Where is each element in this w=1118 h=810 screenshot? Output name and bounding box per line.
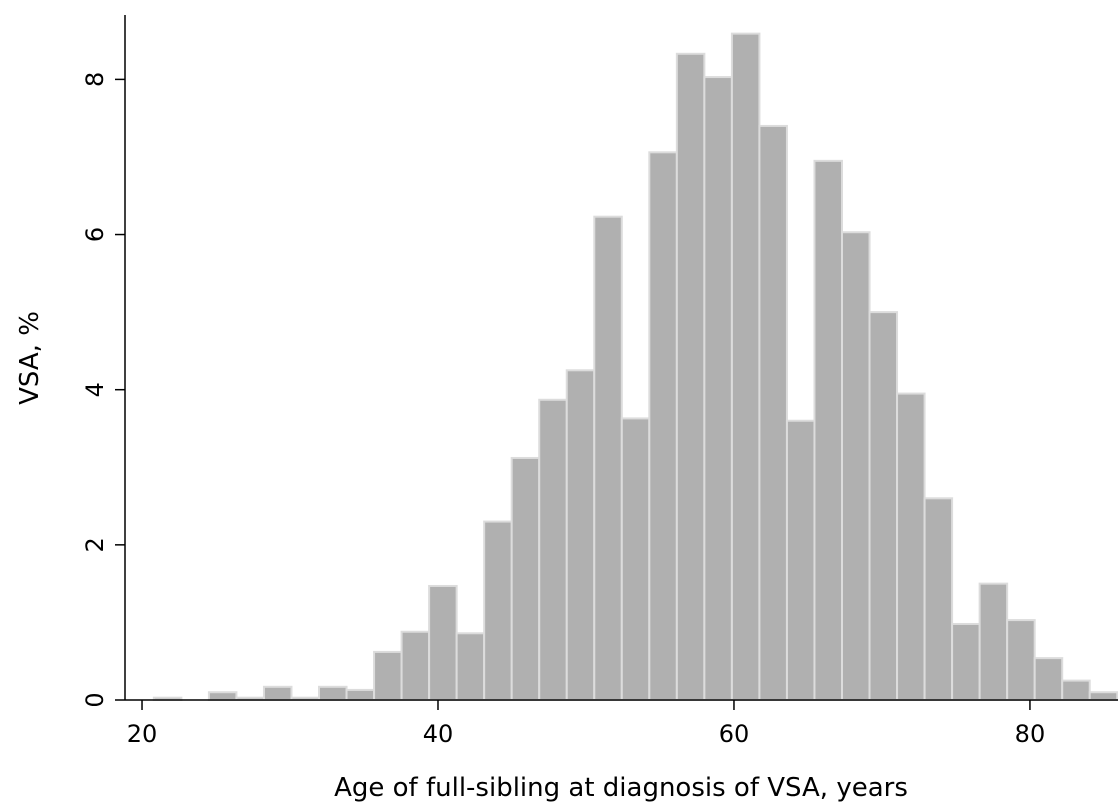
x-tick-label: 60 bbox=[719, 720, 750, 748]
bar bbox=[565, 369, 596, 701]
bar bbox=[785, 419, 816, 701]
bar bbox=[923, 497, 954, 701]
bar bbox=[896, 392, 926, 701]
bar bbox=[675, 52, 706, 702]
bar bbox=[978, 582, 1009, 701]
bar bbox=[841, 231, 871, 701]
bar bbox=[345, 688, 376, 701]
y-tick-label: 0 bbox=[81, 692, 109, 707]
bar bbox=[593, 215, 623, 701]
x-tick-label: 80 bbox=[1015, 720, 1046, 748]
bar bbox=[1033, 657, 1064, 701]
bar bbox=[620, 417, 651, 701]
bar bbox=[648, 151, 678, 701]
x-tick-label: 20 bbox=[127, 720, 158, 748]
bar bbox=[428, 584, 458, 702]
y-tick-label: 8 bbox=[81, 72, 109, 87]
bar bbox=[1006, 619, 1036, 701]
y-axis-title: VSA, % bbox=[15, 311, 45, 405]
bar bbox=[510, 456, 541, 701]
bar bbox=[868, 311, 899, 701]
bar bbox=[207, 691, 238, 702]
bar bbox=[951, 622, 981, 702]
bar bbox=[483, 520, 513, 701]
bar bbox=[318, 685, 348, 702]
bar bbox=[1088, 691, 1118, 702]
bar bbox=[400, 630, 431, 701]
bar bbox=[262, 685, 293, 702]
x-tick-label: 40 bbox=[423, 720, 454, 748]
x-axis-title: Age of full-sibling at diagnosis of VSA,… bbox=[334, 773, 908, 803]
y-tick-label: 4 bbox=[81, 382, 109, 397]
bar bbox=[813, 159, 844, 702]
bar bbox=[703, 76, 733, 701]
bar bbox=[538, 398, 568, 701]
bar bbox=[1061, 679, 1091, 702]
y-tick-label: 6 bbox=[81, 227, 109, 242]
bar bbox=[758, 124, 788, 701]
bar bbox=[373, 650, 403, 701]
y-tick-label: 2 bbox=[81, 537, 109, 552]
bar bbox=[730, 32, 761, 701]
bar bbox=[455, 632, 486, 701]
